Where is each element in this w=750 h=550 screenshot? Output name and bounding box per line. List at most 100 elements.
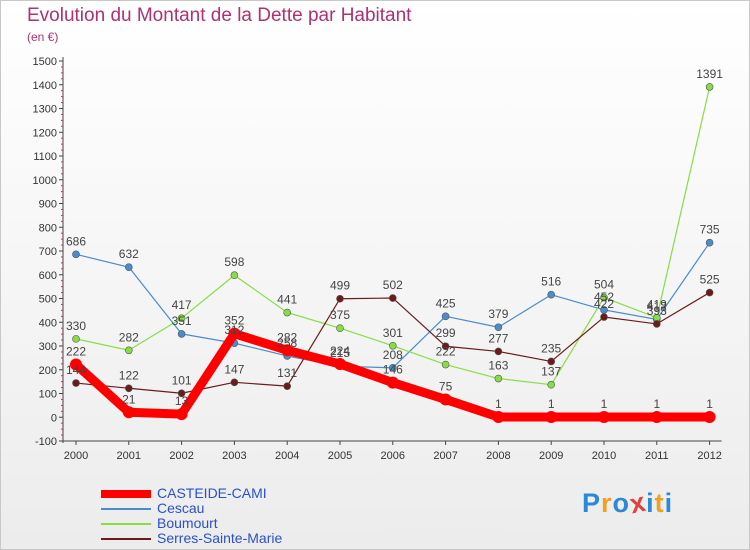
y-tick-label: 500	[39, 294, 57, 306]
data-point	[439, 393, 452, 406]
data-label: 146	[383, 363, 403, 377]
data-point	[703, 411, 716, 424]
data-label: 75	[439, 379, 453, 393]
series-line	[75, 86, 711, 386]
data-point	[545, 411, 558, 424]
y-tick-label: 0	[51, 412, 57, 424]
chart-axes: -100 0 100 200 300 400 500 600 700 800 900 1000 1100…	[33, 56, 722, 462]
data-point	[650, 411, 663, 424]
legend-label: CASTEIDE-CAMI	[157, 485, 267, 501]
chart-unit-label: (en €)	[27, 30, 59, 44]
data-label: 282	[119, 330, 139, 344]
data-point	[386, 376, 399, 389]
data-point	[177, 330, 186, 338]
y-tick-label: 700	[39, 246, 57, 258]
data-label: 1	[653, 397, 660, 411]
data-label: 379	[488, 307, 508, 321]
data-point	[600, 313, 608, 321]
y-tick-label: 600	[39, 270, 57, 282]
data-label: 144	[66, 363, 86, 377]
data-point	[547, 357, 556, 366]
y-tick-label: 800	[39, 222, 57, 234]
y-tick-label: 1400	[33, 80, 57, 92]
x-tick-label: 2012	[697, 450, 721, 462]
data-point	[177, 389, 186, 398]
data-label: 147	[224, 362, 244, 376]
data-label: 393	[647, 304, 667, 318]
data-label: 222	[436, 345, 456, 359]
data-point	[72, 335, 80, 343]
data-point	[388, 294, 397, 302]
data-label: 163	[488, 359, 508, 373]
data-label: 499	[330, 279, 350, 293]
chart-data-labels-layer: 686 632 351 312 258 215 208 425 379 516 452 412 735 3…	[66, 67, 723, 411]
data-label: 299	[436, 326, 456, 340]
data-point	[705, 83, 714, 91]
data-point	[494, 347, 503, 356]
data-label: 504	[594, 278, 614, 292]
data-label: 632	[119, 247, 139, 261]
legend-swatch	[101, 508, 151, 510]
logo-letter: i	[646, 488, 655, 518]
data-label: 277	[488, 331, 508, 345]
data-point	[494, 374, 503, 383]
y-tick-label: -100	[35, 436, 57, 448]
data-point	[547, 380, 556, 389]
data-point	[547, 290, 556, 299]
data-label: 422	[594, 297, 614, 311]
data-point	[494, 323, 503, 332]
data-point	[125, 384, 133, 393]
data-label: 425	[436, 296, 456, 310]
y-tick-label: 1200	[33, 127, 57, 139]
data-point	[122, 406, 135, 419]
x-tick-label: 2001	[117, 450, 141, 462]
data-point	[125, 263, 133, 271]
data-point	[70, 358, 82, 371]
data-point	[334, 358, 346, 371]
data-point	[72, 379, 80, 387]
logo-letter: t	[654, 488, 665, 518]
data-label: 516	[541, 275, 561, 289]
data-label: 502	[383, 278, 403, 292]
data-point	[705, 238, 714, 247]
data-point	[72, 250, 80, 259]
chart-title: Evolution du Montant de la Dette par Hab…	[27, 5, 412, 26]
data-label: 525	[700, 273, 720, 287]
data-label: 441	[277, 293, 297, 307]
data-point	[228, 327, 241, 340]
data-label: 351	[172, 314, 192, 328]
y-tick-label: 300	[39, 341, 57, 353]
data-label: 1	[548, 397, 555, 411]
data-label: 686	[66, 234, 86, 248]
legend-swatch	[101, 538, 151, 540]
data-point	[283, 382, 292, 390]
data-label: 224	[330, 344, 350, 358]
data-label: 412	[647, 299, 667, 313]
data-label: 1	[495, 397, 502, 411]
data-point	[175, 408, 188, 421]
data-point	[336, 324, 344, 332]
data-label: 1391	[696, 67, 723, 81]
data-point	[441, 360, 450, 369]
data-label: 1	[706, 397, 713, 411]
data-label: 215	[330, 346, 350, 360]
logo-letter: P	[582, 488, 602, 518]
data-label: 282	[277, 330, 297, 344]
data-point	[705, 288, 714, 297]
data-label: 235	[541, 341, 561, 355]
y-tick-label: 1100	[33, 151, 57, 163]
data-point	[230, 271, 239, 280]
logo-letter: r	[601, 488, 613, 518]
x-tick-label: 2009	[539, 450, 563, 462]
y-tick-label: 1000	[33, 175, 57, 187]
data-label: 101	[172, 373, 192, 387]
data-label: 598	[224, 255, 244, 269]
legend-label: Cescau	[157, 500, 205, 516]
y-tick-label: 200	[39, 365, 57, 377]
data-point	[388, 364, 397, 372]
x-tick-label: 2011	[645, 450, 669, 462]
data-label: 208	[383, 348, 403, 362]
data-label: 131	[277, 366, 297, 380]
